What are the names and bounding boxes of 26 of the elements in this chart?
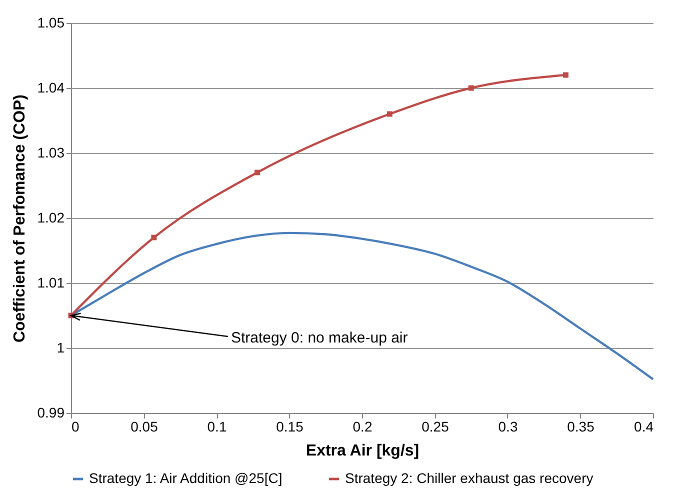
x-tick-label: 0.2	[352, 418, 372, 434]
point	[562, 72, 568, 78]
y-tick-label: 1.05	[37, 14, 65, 30]
y-axis-title: Coefficient of Perfomance (COP)	[11, 94, 28, 343]
x-tick-label: 0.4	[634, 418, 654, 434]
y-tick-label: 1.01	[37, 274, 65, 290]
x-tick-label: 0.15	[276, 418, 304, 434]
point	[151, 234, 157, 240]
annotation: Strategy 0: no make-up air	[231, 330, 408, 346]
x-tick-label: 0.3	[498, 418, 518, 434]
legend-label: Strategy 2: Chiller exhaust gas recovery	[345, 470, 594, 486]
y-tick-label: 1	[56, 340, 65, 356]
x-axis-title: Extra Air [kg/s]	[306, 442, 420, 460]
point	[386, 111, 392, 117]
y-tick-label: 1.03	[37, 144, 65, 160]
x-tick-label: 0.25	[422, 418, 450, 434]
y-tick-label: 0.99	[37, 404, 65, 420]
point	[254, 170, 260, 176]
y-tick-label: 1.02	[37, 210, 65, 226]
x-tick-label: 0	[72, 418, 80, 434]
x-tick-label: 0.35	[567, 418, 595, 434]
x-tick-label: 0.05	[130, 418, 158, 434]
x-tick-label: 0.1	[207, 418, 227, 434]
y-tick-label: 1.04	[37, 80, 65, 96]
point	[468, 85, 474, 91]
legend-label: Strategy 1: Air Addition @25[C]	[89, 470, 282, 486]
